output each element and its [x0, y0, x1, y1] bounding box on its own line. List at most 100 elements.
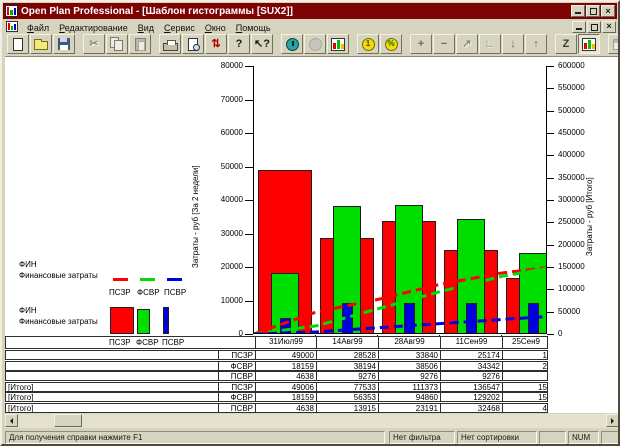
menu-item-view[interactable]: Вид [137, 22, 154, 33]
menu-item-window[interactable]: Окно [204, 22, 226, 33]
value-cell[interactable]: 38506 [378, 362, 440, 370]
window-split-button [608, 34, 618, 54]
row-group-cell[interactable] [6, 362, 218, 370]
move-up-button[interactable]: ↑ [525, 34, 547, 54]
value-cell[interactable]: 9276 [378, 372, 440, 380]
value-cell[interactable]: 9276 [316, 372, 378, 380]
date-column-header[interactable]: 11Сен99 [440, 337, 502, 348]
value-cell[interactable]: 9276 [440, 372, 502, 380]
row-group-cell[interactable] [6, 372, 218, 380]
value-cell[interactable]: 4 [502, 404, 549, 412]
open-file-button[interactable] [30, 34, 52, 54]
table-row[interactable]: [Итого] ФСВР 18159 56353 94860 129202 15 [5, 392, 548, 402]
date-column-header[interactable]: 31Июл99 [255, 337, 316, 348]
bar-chart-icon [331, 37, 345, 51]
value-cell[interactable]: 94860 [378, 393, 440, 401]
menu-item-edit[interactable]: Редактирование [59, 22, 128, 33]
context-help-button[interactable]: ↖? [251, 34, 273, 54]
right-axis-tick-label: 600000 [558, 61, 585, 70]
value-cell[interactable]: 23191 [378, 404, 440, 412]
value-cell[interactable]: 129202 [440, 393, 502, 401]
table-row[interactable]: [Итого] ПСЗР 49006 77533 111373 136547 15 [5, 382, 548, 392]
table-row[interactable]: ФСВР 18159 38194 38506 34342 2 [5, 361, 548, 371]
value-cell[interactable]: 33840 [378, 351, 440, 359]
mdi-minimize-button[interactable] [572, 20, 586, 33]
date-column-header[interactable]: 25Сен9 [502, 337, 549, 348]
cost-button[interactable]: 1 [357, 34, 379, 54]
row-series-cell[interactable]: ПСЗР [218, 351, 255, 359]
right-axis-tick [547, 155, 554, 156]
app-icon[interactable] [5, 5, 18, 17]
document-icon[interactable] [6, 21, 18, 32]
mdi-restore-button[interactable] [587, 20, 601, 33]
minimize-button[interactable] [571, 5, 585, 17]
row-group-cell[interactable]: [Итого] [8, 383, 34, 391]
row-series-cell[interactable]: ФСВР [218, 362, 255, 370]
restore-button[interactable] [586, 5, 600, 17]
right-axis-tick [547, 88, 554, 89]
table-row[interactable]: [Итого] ПСВР 4638 13915 23191 32468 4 [5, 403, 548, 413]
value-cell[interactable]: 1 [502, 351, 549, 359]
new-file-button[interactable] [7, 34, 29, 54]
value-cell[interactable]: 18159 [255, 362, 316, 370]
remove-button[interactable]: − [433, 34, 455, 54]
value-cell[interactable]: 56353 [316, 393, 378, 401]
menu-item-tools[interactable]: Сервис [164, 22, 195, 33]
value-cell[interactable]: 2 [502, 362, 549, 370]
status-num-indicator: NUM [568, 431, 599, 444]
value-cell[interactable] [502, 372, 549, 380]
row-series-cell[interactable]: ПСВР [218, 372, 255, 380]
right-axis-tick-label: 550000 [558, 83, 585, 92]
table-row[interactable]: ПСВР 4638 9276 9276 9276 [5, 371, 548, 381]
value-cell[interactable]: 49000 [255, 351, 316, 359]
row-series-cell[interactable]: ПСЗР [218, 383, 255, 391]
value-cell[interactable]: 15 [502, 393, 549, 401]
print-button[interactable] [159, 34, 181, 54]
value-cell[interactable]: 38194 [316, 362, 378, 370]
row-group-cell[interactable]: [Итого] [8, 393, 34, 401]
value-cell[interactable]: 77533 [316, 383, 378, 391]
value-cell[interactable]: 49006 [255, 383, 316, 391]
right-axis-tick-label: 350000 [558, 173, 585, 182]
left-axis-tick-label: 20000 [220, 262, 243, 271]
value-cell[interactable]: 28528 [316, 351, 378, 359]
row-group-cell[interactable]: [Итого] [8, 404, 34, 412]
move-down-button[interactable]: ↓ [502, 34, 524, 54]
print-preview-button[interactable] [182, 34, 204, 54]
zigzag-view-button[interactable]: Z [555, 34, 577, 54]
help-button[interactable]: ? [228, 34, 250, 54]
close-button[interactable]: × [601, 5, 615, 17]
scroll-right-button[interactable] [606, 414, 618, 427]
percent-button[interactable]: % [380, 34, 402, 54]
table-row[interactable]: ПСЗР 49000 28528 33840 25174 1 [5, 350, 548, 360]
value-cell[interactable]: 4638 [255, 404, 316, 412]
scroll-left-button[interactable] [5, 414, 18, 427]
value-cell[interactable]: 34342 [440, 362, 502, 370]
menu-item-help[interactable]: Помощь [235, 22, 271, 33]
value-cell[interactable]: 111373 [378, 383, 440, 391]
time-analysis-button[interactable] [281, 34, 303, 54]
right-axis-tick-label: 200000 [558, 240, 585, 249]
date-column-header[interactable]: 28Авг99 [378, 337, 440, 348]
value-cell[interactable]: 4638 [255, 372, 316, 380]
value-cell[interactable]: 32468 [440, 404, 502, 412]
row-series-cell[interactable]: ПСВР [218, 404, 255, 412]
histogram-button[interactable] [327, 34, 349, 54]
date-column-header[interactable]: 14Авг99 [316, 337, 378, 348]
value-cell[interactable]: 18159 [255, 393, 316, 401]
value-cell[interactable]: 13915 [316, 404, 378, 412]
legend-item-label: ПСВР [164, 288, 187, 297]
mdi-close-button[interactable]: × [602, 20, 616, 33]
update-button[interactable]: ⇅ [205, 34, 227, 54]
value-cell[interactable]: 15 [502, 383, 549, 391]
row-group-cell[interactable] [6, 351, 218, 359]
row-series-cell[interactable]: ФСВР [218, 393, 255, 401]
menu-item-file[interactable]: Файл [27, 22, 50, 33]
value-cell[interactable]: 25174 [440, 351, 502, 359]
add-button[interactable]: + [410, 34, 432, 54]
horizontal-scrollbar[interactable] [5, 414, 618, 428]
save-button[interactable] [53, 34, 75, 54]
scrollbar-thumb[interactable] [54, 414, 82, 427]
value-cell[interactable]: 136547 [440, 383, 502, 391]
histogram-view-button[interactable] [578, 34, 600, 54]
